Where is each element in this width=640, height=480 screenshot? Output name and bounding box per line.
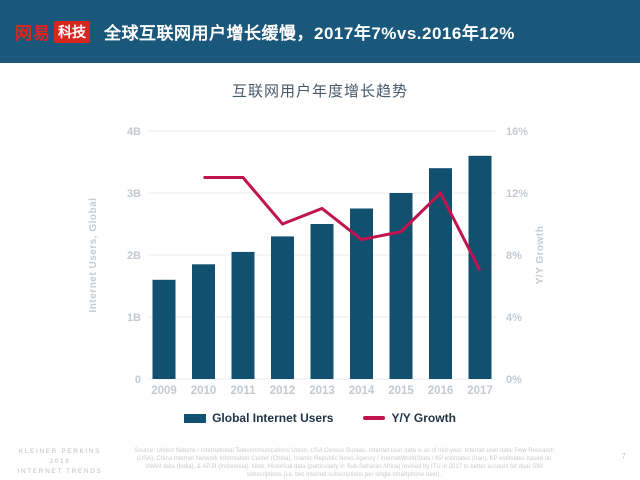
x-axis-label-2010: 2010 — [191, 385, 217, 397]
bar-2011 — [231, 251, 255, 379]
left-axis-tick: 3B — [127, 188, 141, 200]
x-axis-label-2011: 2011 — [231, 385, 257, 397]
right-axis-title: Y/Y Growth — [535, 226, 546, 285]
left-axis-tick: 0 — [135, 374, 141, 386]
tech-logo-badge: 科技 — [54, 20, 90, 43]
internet-users-growth-chart: 4B 3B 2B 1B 0 16% 12% 8% 4% 0% Internet Users, Glo… — [88, 126, 546, 397]
slide-title: 全球互联网用户增长缓慢，2017年7%vs.2016年12% — [104, 24, 515, 43]
page-number: 7 — [621, 452, 626, 461]
brand-line: INTERNET TRENDS — [17, 468, 103, 476]
bar-2014 — [350, 208, 373, 379]
x-axis-label-2012: 2012 — [270, 385, 296, 397]
x-axis-label-2015: 2015 — [388, 385, 414, 397]
left-axis-title: Internet Users, Global — [88, 198, 99, 313]
left-axis-tick: 1B — [127, 312, 141, 324]
x-axis-label-2014: 2014 — [349, 385, 375, 397]
right-axis-tick: 4% — [506, 312, 522, 324]
legend-label: Y/Y Growth — [391, 411, 456, 425]
bar-2013 — [310, 224, 334, 379]
netease-tech-logo[interactable]: 网易 科技 — [15, 19, 90, 44]
kleiner-perkins-brand: KLEINER PERKINS 2018 INTERNET TRENDS — [4, 447, 116, 477]
brand-line: KLEINER PERKINS — [18, 448, 102, 455]
bar-2016 — [429, 168, 452, 379]
right-axis-tick: 8% — [506, 250, 522, 262]
x-axis-label-2016: 2016 — [428, 385, 454, 397]
line-series-swatch — [363, 416, 386, 420]
bar-2009 — [152, 279, 176, 379]
chart-legend: Global Internet Users Y/Y Growth — [0, 408, 640, 428]
right-axis-tick: 16% — [506, 126, 528, 138]
yy-growth-line — [203, 176, 482, 272]
legend-item-global-internet-users[interactable]: Global Internet Users — [184, 411, 333, 425]
x-axis-label-2009: 2009 — [151, 385, 177, 397]
bar-series-swatch — [184, 413, 207, 423]
left-axis-tick: 4B — [127, 126, 141, 138]
source-note: Source: United Nations / International T… — [134, 448, 554, 479]
chart-title: 互联网用户年度增长趋势 — [231, 83, 408, 100]
right-axis-tick: 0% — [506, 374, 522, 386]
x-axis-label-2017: 2017 — [467, 385, 493, 397]
header-bar: 网易 科技 全球互联网用户增长缓慢，2017年7%vs.2016年12% — [0, 0, 640, 63]
brand-line: 2018 — [49, 458, 71, 466]
legend-label: Global Internet Users — [212, 411, 334, 425]
left-axis-tick: 2B — [127, 250, 141, 262]
bar-2010 — [192, 264, 215, 379]
bar-2015 — [389, 193, 413, 379]
netease-logo-text: 网易 — [15, 24, 51, 43]
right-axis-tick: 12% — [506, 188, 528, 200]
legend-item-yy-growth[interactable]: Y/Y Growth — [363, 411, 456, 425]
bar-2012 — [271, 236, 294, 379]
x-axis-label-2013: 2013 — [309, 385, 335, 397]
